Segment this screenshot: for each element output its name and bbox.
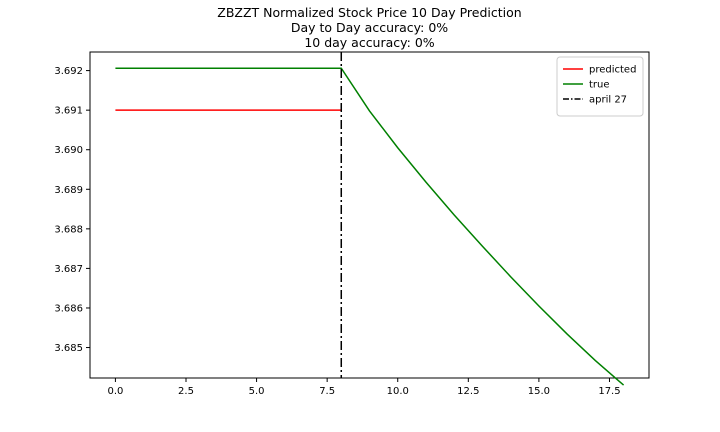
y-tick-label: 3.686 <box>54 303 83 314</box>
series-lines <box>115 52 625 386</box>
y-tick-label: 3.685 <box>54 343 83 354</box>
plot-frame <box>89 51 650 379</box>
y-tick-label: 3.688 <box>54 224 83 235</box>
x-tick-label: 15.0 <box>528 386 550 397</box>
y-tick-label: 3.691 <box>54 106 83 117</box>
chart-subtitle-ten-day-accuracy: 10 day accuracy: 0% <box>304 35 435 50</box>
legend-label: predicted <box>589 65 636 76</box>
x-tick-label: 2.5 <box>178 386 194 397</box>
x-axis: 0.0 2.5 5.0 7.5 10.0 12.5 15.0 17.5 <box>107 378 621 397</box>
x-tick-label: 0.0 <box>107 386 123 397</box>
y-tick-label: 3.689 <box>54 185 83 196</box>
legend-box <box>556 56 644 117</box>
x-tick-label: 5.0 <box>249 386 265 397</box>
x-tick-label: 12.5 <box>457 386 479 397</box>
legend-label: april 27 <box>589 95 627 106</box>
x-tick-label: 7.5 <box>319 386 335 397</box>
y-tick-label: 3.690 <box>54 145 83 156</box>
y-tick-label: 3.692 <box>54 66 83 77</box>
y-tick-label: 3.687 <box>54 264 83 275</box>
chart-subtitle-day-accuracy: Day to Day accuracy: 0% <box>290 20 449 35</box>
legend: predicted true april 27 <box>556 56 644 117</box>
series-line-true <box>115 67 625 386</box>
x-tick-label: 10.0 <box>387 386 409 397</box>
chart-title: ZBZZT Normalized Stock Price 10 Day Pred… <box>217 5 522 20</box>
x-tick-label: 17.5 <box>598 386 620 397</box>
legend-label: true <box>589 80 610 91</box>
y-axis: 3.685 3.686 3.687 3.688 3.689 3.690 3.691 3.692 <box>54 66 90 354</box>
